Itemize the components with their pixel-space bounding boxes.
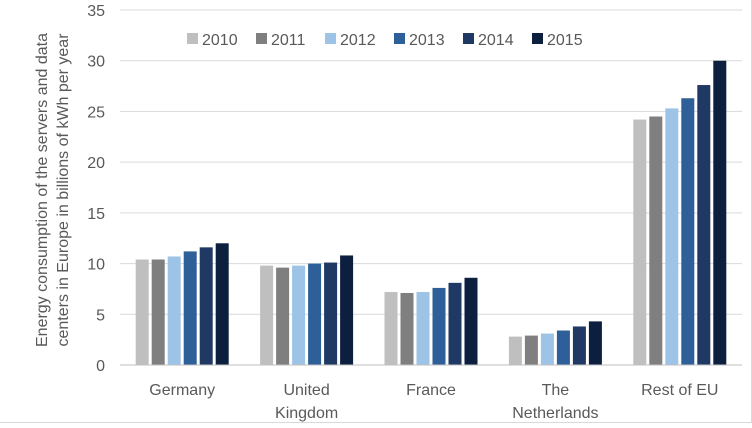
bar: [464, 277, 478, 365]
bar: [556, 330, 570, 365]
y-tick-label: 0: [96, 358, 105, 375]
y-tick-label: 25: [87, 104, 105, 121]
legend-swatch: [532, 33, 543, 44]
bar: [524, 335, 538, 365]
x-tick-label: United Kingdom: [275, 382, 338, 422]
bar: [183, 251, 197, 365]
legend-label: 2011: [271, 32, 306, 49]
bar: [448, 282, 462, 365]
bar: [416, 291, 430, 365]
legend-swatch: [256, 33, 267, 44]
bar: [215, 243, 229, 365]
bar: [665, 108, 679, 365]
legend-label: 2013: [409, 32, 445, 49]
bar: [260, 265, 274, 365]
bar: [308, 263, 322, 365]
y-tick-label: 5: [96, 307, 105, 324]
y-tick-label: 30: [87, 54, 105, 71]
x-axis: Germany United Kingdom France The Netherlands…: [120, 364, 742, 422]
bar: [276, 267, 290, 365]
bar: [135, 259, 149, 365]
legend-label: 2015: [547, 32, 583, 49]
bar: [151, 259, 165, 365]
bar: [540, 333, 554, 365]
bar: [400, 292, 414, 365]
bar: [292, 265, 306, 365]
legend-swatch: [463, 33, 474, 44]
gridlines: [120, 9, 742, 366]
bar: [633, 119, 647, 366]
legend-label: 2014: [478, 32, 514, 49]
legend-swatch: [325, 33, 336, 44]
legend-swatch: [187, 33, 198, 44]
legend-label: 2010: [202, 32, 238, 49]
legend-swatch: [394, 33, 405, 44]
y-axis: 0 5 10 15 20 25 30 35: [87, 3, 105, 375]
y-tick-label: 15: [87, 206, 105, 223]
bars: [135, 60, 727, 366]
legend-label: 2012: [340, 32, 376, 49]
bar: [324, 262, 338, 365]
x-tick-label: The Netherlands: [512, 382, 598, 422]
bar: [697, 85, 711, 366]
y-axis-title: Energy consumption of the servers and da…: [34, 33, 72, 347]
y-tick-label: 35: [87, 3, 105, 20]
bar: [649, 116, 663, 365]
bar: [384, 291, 398, 365]
x-tick-label: Rest of EU: [641, 382, 718, 399]
bar: [713, 60, 727, 365]
y-tick-label: 20: [87, 155, 105, 172]
y-tick-label: 10: [87, 257, 105, 274]
bar: [432, 287, 446, 365]
bar: [199, 247, 213, 365]
bar: [572, 326, 586, 365]
x-tick-label: France: [406, 382, 456, 399]
bar: [508, 336, 522, 365]
bar: [588, 321, 602, 365]
legend: 2010 2011 2012 2013 2014 2015: [187, 32, 583, 49]
bar: [167, 256, 181, 365]
bar: [681, 98, 695, 365]
x-tick-label: Germany: [149, 382, 215, 399]
bar: [340, 255, 354, 365]
